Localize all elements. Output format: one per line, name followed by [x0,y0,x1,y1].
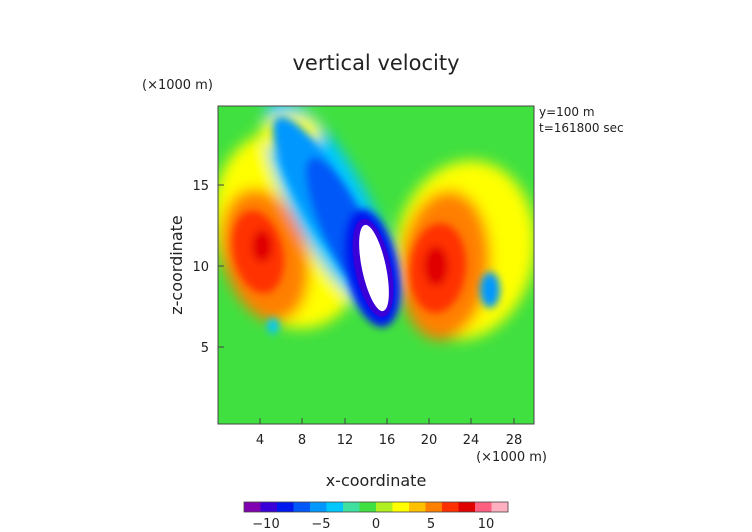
x-tick-label: 20 [421,433,438,448]
colorbar-swatch [425,502,443,512]
colorbar-frame [243,501,509,513]
colorbar-swatch [244,502,261,512]
colorbar-swatch [326,502,344,512]
y-tick-label: 10 [192,260,209,275]
colorbar-swatch [293,502,311,512]
chart-title: vertical velocity [292,51,459,75]
x-tick-label: 24 [463,433,480,448]
colorbar-swatch [310,502,327,512]
x-axis: 4 8 12 16 20 24 28 [256,418,522,448]
x-tick-label: 8 [298,433,306,448]
colorbar-swatch [409,502,426,512]
annotation-time: t=161800 sec [539,121,624,135]
y-axis-label: z-coordinate [167,215,186,315]
x-tick-label: 16 [379,433,396,448]
colorbar-swatch [260,502,278,512]
colorbar-tick-label: −5 [311,517,330,532]
red-spot-right [424,246,448,286]
colorbar-swatch [359,502,377,512]
plot-frame [217,105,535,425]
x-tick-label: 4 [256,433,264,448]
y-axis: 5 10 15 [192,179,224,356]
colorbar-swatch [277,502,294,512]
heatmap-field [218,106,534,424]
colorbar-tick-label: −10 [252,517,279,532]
colorbar-swatch [491,502,509,512]
colorbar-tick-label: 5 [427,517,435,532]
x-tick-label: 12 [337,433,354,448]
colorbar-swatch [376,502,393,512]
y-tick-label: 5 [201,341,209,356]
y-unit-label: (×1000 m) [142,78,213,93]
downdraft-core [359,224,389,312]
colorbar-swatch [442,502,459,512]
weak-negative-right [480,272,500,308]
y-tick-label: 15 [192,179,209,194]
colorbar-swatch [343,502,360,512]
colorbar-swatch [458,502,476,512]
colorbar-swatch [392,502,410,512]
colorbar-tick-label: 10 [478,517,495,532]
x-unit-label: (×1000 m) [476,450,547,465]
x-axis-label: x-coordinate [326,471,427,490]
annotation-y: y=100 m [539,105,595,119]
colorbar-tick-label: 0 [372,517,380,532]
weak-negative-left [267,318,279,334]
colorbar-swatch [475,502,492,512]
red-spot-left [252,230,272,262]
colorbar [244,502,509,512]
x-tick-label: 28 [506,433,523,448]
